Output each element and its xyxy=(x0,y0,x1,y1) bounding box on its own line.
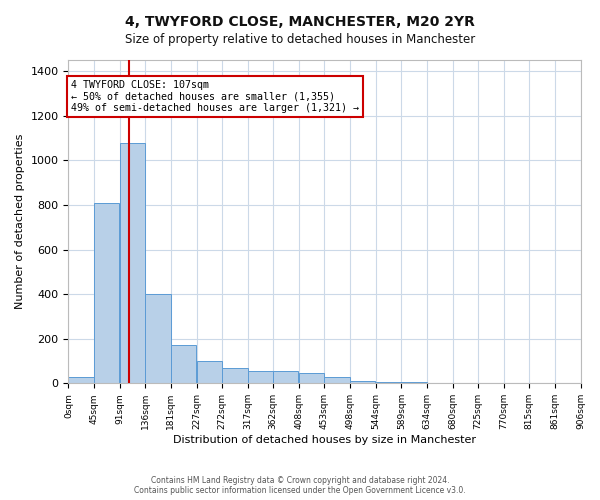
Bar xyxy=(401,382,427,384)
Bar xyxy=(171,346,196,384)
Bar xyxy=(376,382,401,384)
Bar xyxy=(68,376,94,384)
Bar xyxy=(427,382,452,384)
Text: Contains HM Land Registry data © Crown copyright and database right 2024.
Contai: Contains HM Land Registry data © Crown c… xyxy=(134,476,466,495)
X-axis label: Distribution of detached houses by size in Manchester: Distribution of detached houses by size … xyxy=(173,435,476,445)
Bar xyxy=(145,294,171,384)
Bar xyxy=(94,202,119,384)
Bar xyxy=(248,371,273,384)
Bar xyxy=(197,361,222,384)
Text: 4 TWYFORD CLOSE: 107sqm
← 50% of detached houses are smaller (1,355)
49% of semi: 4 TWYFORD CLOSE: 107sqm ← 50% of detache… xyxy=(71,80,359,114)
Bar xyxy=(222,368,248,384)
Bar xyxy=(350,381,376,384)
Bar xyxy=(299,374,325,384)
Bar xyxy=(325,376,350,384)
Bar xyxy=(273,371,298,384)
Y-axis label: Number of detached properties: Number of detached properties xyxy=(15,134,25,310)
Text: 4, TWYFORD CLOSE, MANCHESTER, M20 2YR: 4, TWYFORD CLOSE, MANCHESTER, M20 2YR xyxy=(125,15,475,29)
Text: Size of property relative to detached houses in Manchester: Size of property relative to detached ho… xyxy=(125,32,475,46)
Bar xyxy=(120,142,145,384)
